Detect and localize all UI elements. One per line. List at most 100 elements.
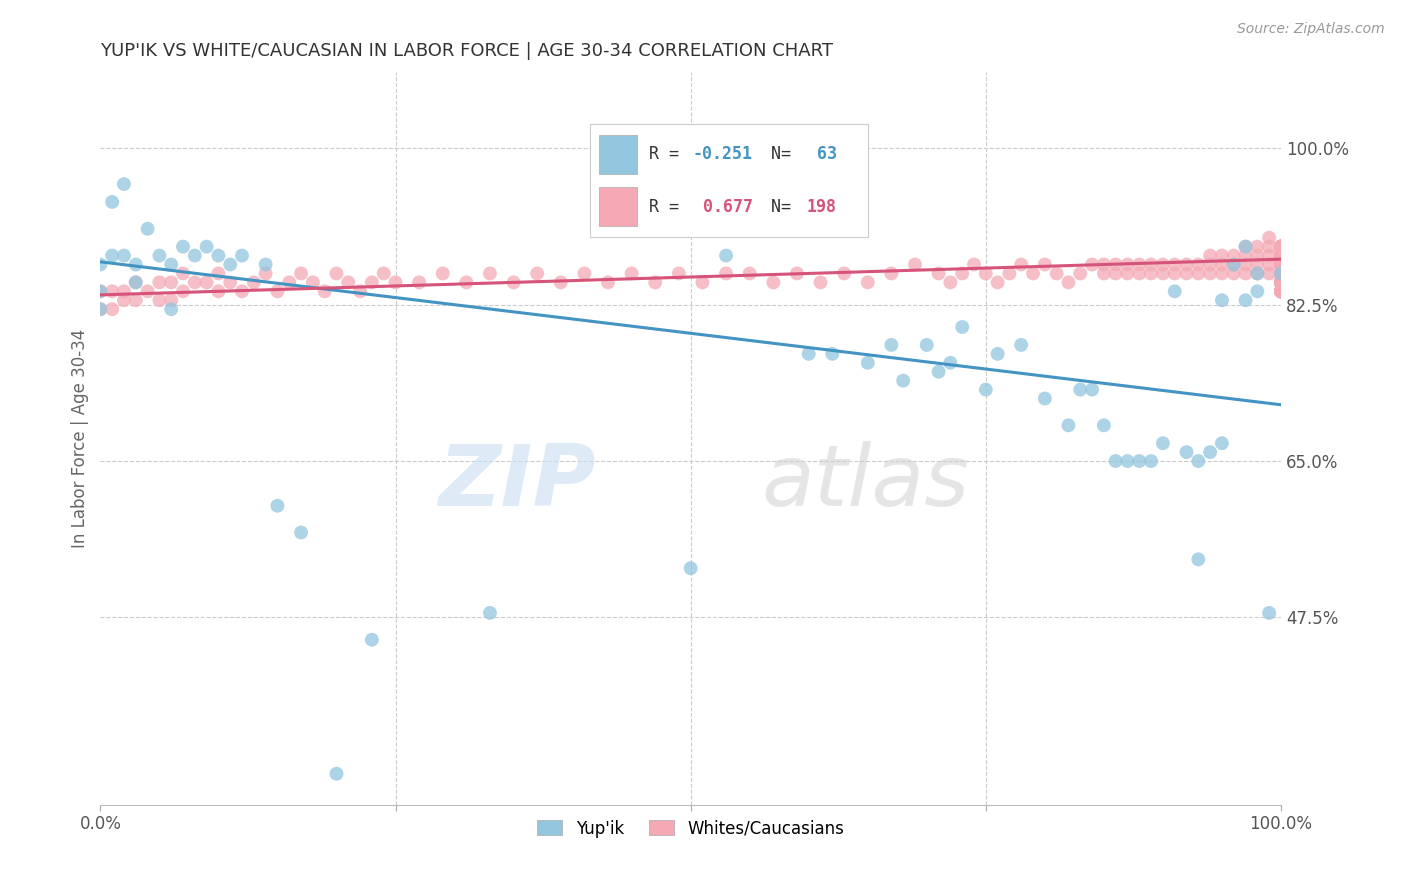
Point (1270, 267, 1292, 281)
Point (1270, 258, 1292, 272)
Point (891, 374, 914, 388)
Point (1270, 267, 1292, 281)
Point (1270, 249, 1292, 263)
Point (1246, 249, 1268, 263)
Point (1246, 267, 1268, 281)
Point (1270, 267, 1292, 281)
Point (1270, 285, 1292, 299)
Point (373, 267, 395, 281)
Point (290, 525, 312, 540)
Point (314, 285, 336, 299)
Point (1105, 258, 1128, 272)
Point (1211, 249, 1233, 263)
Point (1033, 392, 1056, 406)
Point (1270, 267, 1292, 281)
Point (89, 302, 111, 317)
Point (1116, 258, 1139, 272)
Point (1152, 436, 1174, 450)
Point (1270, 285, 1292, 299)
Point (101, 285, 124, 299)
Point (1092, 258, 1115, 272)
Point (574, 267, 596, 281)
Point (1081, 383, 1104, 397)
Point (1270, 249, 1292, 263)
Point (998, 267, 1021, 281)
Point (89, 302, 111, 317)
Point (1222, 249, 1244, 263)
Point (125, 258, 148, 272)
Point (679, 561, 702, 575)
Point (1234, 240, 1257, 254)
Point (1270, 276, 1292, 290)
Point (1270, 276, 1292, 290)
Point (1270, 258, 1292, 272)
Point (762, 276, 785, 290)
Point (1187, 552, 1209, 566)
Point (1270, 249, 1292, 263)
Point (112, 249, 135, 263)
Point (1234, 258, 1257, 272)
Point (302, 276, 325, 290)
Point (832, 267, 855, 281)
Point (1270, 267, 1292, 281)
Point (596, 276, 619, 290)
Point (1270, 267, 1292, 281)
Point (1222, 267, 1244, 281)
Point (219, 276, 242, 290)
Point (172, 267, 194, 281)
Point (738, 267, 761, 281)
Point (1222, 258, 1244, 272)
Point (1258, 240, 1281, 254)
Point (1270, 267, 1292, 281)
Point (1199, 258, 1222, 272)
Point (1270, 240, 1292, 254)
Point (1211, 267, 1233, 281)
Point (325, 267, 347, 281)
Point (266, 285, 288, 299)
Point (125, 293, 148, 308)
Point (1270, 276, 1292, 290)
Point (1211, 258, 1233, 272)
Point (160, 276, 183, 290)
Point (1270, 258, 1292, 272)
Point (207, 267, 229, 281)
Point (1270, 258, 1292, 272)
Point (1270, 276, 1292, 290)
Point (1187, 454, 1209, 468)
Point (821, 347, 844, 361)
Point (1152, 267, 1174, 281)
Point (125, 276, 148, 290)
Point (266, 499, 288, 513)
Point (1270, 258, 1292, 272)
Point (361, 632, 384, 647)
Point (928, 365, 950, 379)
Point (1175, 445, 1198, 459)
Point (278, 276, 301, 290)
Point (136, 221, 159, 235)
Point (1270, 276, 1292, 290)
Point (89, 285, 111, 299)
Point (1270, 285, 1292, 299)
Point (456, 276, 478, 290)
Point (856, 356, 879, 370)
Point (337, 276, 360, 290)
Point (1270, 240, 1292, 254)
Point (1022, 267, 1045, 281)
Point (325, 766, 347, 780)
Point (1270, 276, 1292, 290)
Point (172, 240, 194, 254)
Point (243, 276, 266, 290)
Text: YUP'IK VS WHITE/CAUCASIAN IN LABOR FORCE | AGE 30-34 CORRELATION CHART: YUP'IK VS WHITE/CAUCASIAN IN LABOR FORCE… (100, 42, 834, 60)
Point (714, 249, 737, 263)
Point (1140, 267, 1163, 281)
Point (1246, 285, 1268, 299)
Point (1270, 276, 1292, 290)
Point (160, 258, 183, 272)
Point (620, 267, 643, 281)
Point (231, 285, 253, 299)
Point (1270, 240, 1292, 254)
Point (1270, 258, 1292, 272)
Point (1234, 240, 1257, 254)
Point (1270, 276, 1292, 290)
Point (1234, 249, 1257, 263)
